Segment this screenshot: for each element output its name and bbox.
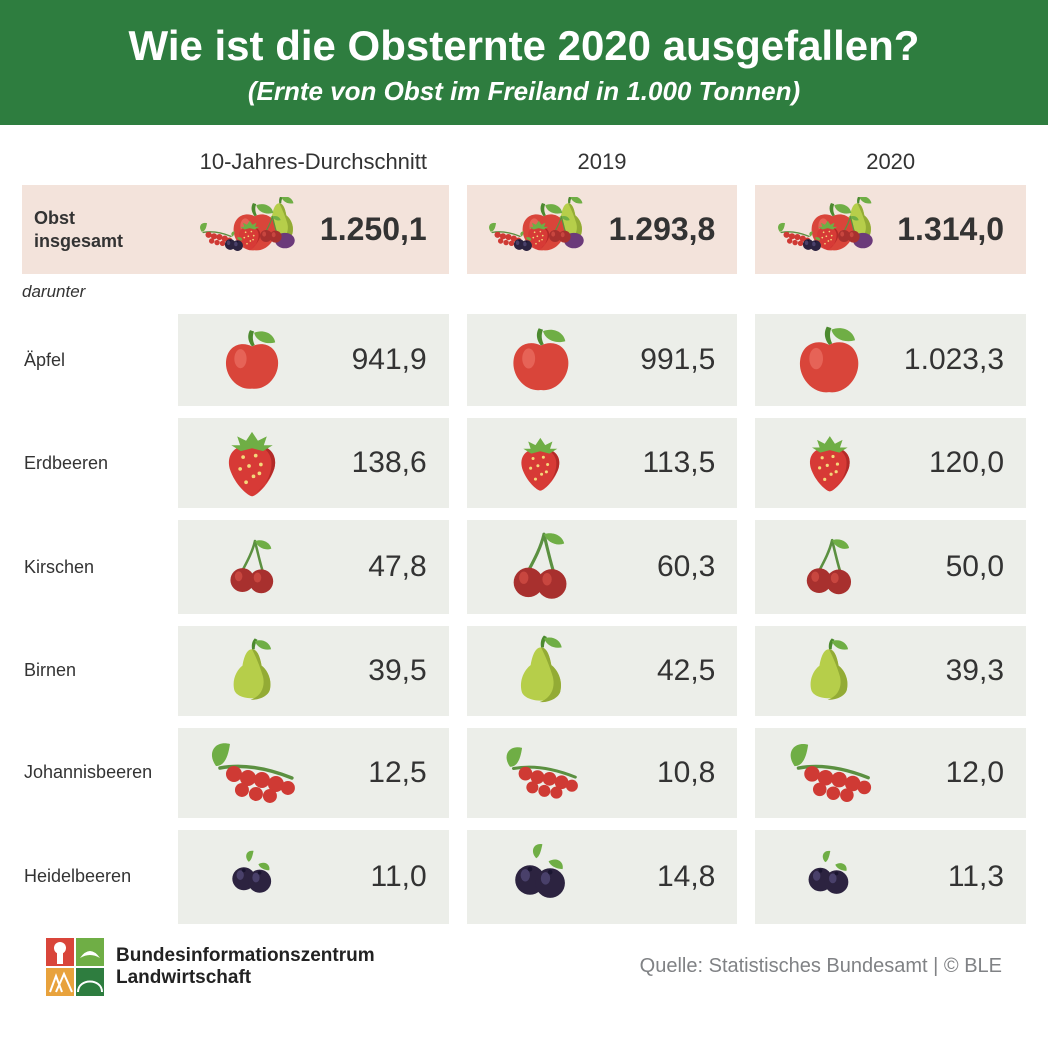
blueberry-icon (222, 846, 283, 907)
currant-icon (781, 737, 878, 809)
org-name: BundesinformationszentrumLandwirtschaft (116, 945, 375, 989)
data-cell: 11,0 (178, 830, 449, 924)
data-value: 42,5 (657, 654, 715, 688)
blueberry-icon (798, 846, 860, 908)
row-label: Erdbeeren (22, 418, 178, 508)
data-value: 50,0 (946, 550, 1004, 584)
data-cell: 12,5 (178, 728, 449, 818)
data-value: 11,0 (371, 860, 427, 894)
data-cell: 42,5 (467, 626, 738, 716)
table-row: Birnen 39,5 42,5 39,3 (22, 626, 1026, 716)
apple-icon (218, 326, 286, 394)
data-value: 47,8 (368, 550, 426, 584)
ble-logo-icon (46, 938, 104, 996)
cherry-icon (502, 528, 580, 606)
footer: BundesinformationszentrumLandwirtschaft … (22, 924, 1026, 996)
data-cell: 11,3 (755, 830, 1026, 924)
data-value: 1.023,3 (904, 343, 1004, 377)
data-value: 14,8 (657, 860, 715, 894)
data-value: 941,9 (352, 343, 427, 377)
data-cell: 113,5 (467, 418, 738, 508)
table-row: Äpfel 941,9 991,5 1.023,3 (22, 314, 1026, 406)
pear-icon (504, 634, 578, 708)
pear-icon (795, 637, 863, 705)
subtitle: (Ernte von Obst im Freiland in 1.000 Ton… (20, 76, 1028, 107)
total-value: 1.293,8 (609, 211, 716, 248)
data-value: 120,0 (929, 446, 1004, 480)
total-value: 1.250,1 (320, 211, 427, 248)
total-cell: 1.314,0 (755, 185, 1026, 274)
col-head-2020: 2020 (755, 149, 1026, 175)
data-cell: 14,8 (467, 830, 738, 924)
data-value: 113,5 (642, 446, 715, 480)
data-cell: 39,3 (755, 626, 1026, 716)
currant-icon (202, 736, 302, 810)
header: Wie ist die Obsternte 2020 ausgefallen? … (0, 0, 1048, 129)
currant-icon (498, 741, 584, 805)
data-cell: 39,5 (178, 626, 449, 716)
mixed-icon (199, 197, 305, 263)
data-cell: 12,0 (755, 728, 1026, 818)
column-header-row: 10-Jahres-Durchschnitt 2019 2020 (22, 149, 1026, 175)
title: Wie ist die Obsternte 2020 ausgefallen? (20, 22, 1028, 70)
table-row: Kirschen 47,8 60,3 50,0 (22, 520, 1026, 614)
logo-block: BundesinformationszentrumLandwirtschaft (46, 938, 375, 996)
data-cell: 120,0 (755, 418, 1026, 508)
data-value: 138,6 (352, 446, 427, 480)
pear-icon (218, 637, 286, 705)
apple-icon (791, 322, 867, 398)
table-row: Heidelbeeren 11,0 14,8 11,3 (22, 830, 1026, 924)
table-row: Erdbeeren 138,6 113,5 120,0 (22, 418, 1026, 508)
data-value: 12,0 (946, 756, 1004, 790)
darunter-label: darunter (22, 282, 1026, 302)
data-cell: 138,6 (178, 418, 449, 508)
data-cell: 10,8 (467, 728, 738, 818)
data-cell: 60,3 (467, 520, 738, 614)
row-label: Johannisbeeren (22, 728, 178, 818)
mixed-icon (777, 197, 883, 263)
data-value: 11,3 (948, 860, 1004, 894)
content: 10-Jahres-Durchschnitt 2019 2020 Obst in… (0, 129, 1048, 1004)
data-value: 10,8 (657, 756, 715, 790)
cherry-icon (221, 536, 284, 599)
data-cell: 991,5 (467, 314, 738, 406)
total-cell: 1.250,1 (178, 185, 449, 274)
data-value: 12,5 (368, 756, 426, 790)
row-label: Heidelbeeren (22, 830, 178, 924)
data-value: 39,5 (368, 654, 426, 688)
data-cell: 941,9 (178, 314, 449, 406)
row-label: Kirschen (22, 520, 178, 614)
row-label: Birnen (22, 626, 178, 716)
data-cell: 47,8 (178, 520, 449, 614)
data-value: 39,3 (946, 654, 1004, 688)
blueberry-icon (502, 838, 580, 916)
harvest-table: 10-Jahres-Durchschnitt 2019 2020 Obst in… (22, 149, 1026, 924)
data-cell: 1.023,3 (755, 314, 1026, 406)
col-head-10yr: 10-Jahres-Durchschnitt (178, 149, 449, 175)
strawberry-icon (798, 431, 862, 495)
col-head-2019: 2019 (467, 149, 738, 175)
table-row: Johannisbeeren 12,5 10,8 12,0 (22, 728, 1026, 818)
data-value: 60,3 (657, 550, 715, 584)
total-row: Obst insgesamt 1.250,1 1.293,8 1.314,0 (22, 185, 1026, 274)
strawberry-icon (510, 433, 571, 494)
data-value: 991,5 (640, 343, 715, 377)
strawberry-icon (215, 426, 289, 500)
source-text: Quelle: Statistisches Bundesamt | © BLE (640, 955, 1002, 978)
total-value: 1.314,0 (897, 211, 1004, 248)
total-cell: 1.293,8 (467, 185, 738, 274)
mixed-icon (488, 197, 594, 263)
cherry-icon (797, 535, 862, 600)
total-label: Obst insgesamt (22, 185, 178, 274)
data-cell: 50,0 (755, 520, 1026, 614)
row-label: Äpfel (22, 314, 178, 406)
apple-icon (505, 324, 577, 396)
